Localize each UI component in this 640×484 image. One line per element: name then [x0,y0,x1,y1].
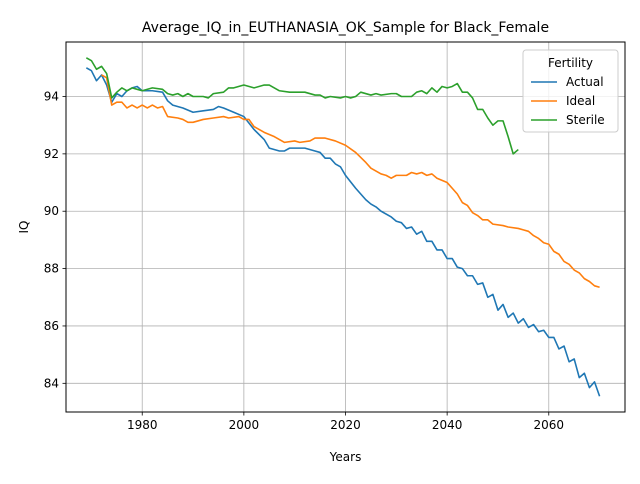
y-tick-label: 84 [44,376,59,390]
x-tick-label: 2040 [432,418,463,432]
series-line-ideal [101,74,600,289]
series-line-sterile [85,57,519,155]
y-axis-label: IQ [17,221,31,234]
legend-label-ideal: Ideal [566,94,595,108]
legend-title: Fertility [548,56,593,70]
legend-label-sterile: Sterile [566,113,605,127]
legend: Fertility Actual Ideal Sterile [522,49,619,133]
series-line-actual [85,67,601,397]
x-tick-label: 1980 [127,418,158,432]
y-tick-label: 86 [44,319,59,333]
x-tick-label: 2020 [330,418,361,432]
legend-label-actual: Actual [566,75,604,89]
chart-title: Average_IQ_in_EUTHANASIA_OK_Sample for B… [142,20,549,36]
series-lines [85,57,601,397]
y-tick-label: 90 [44,204,59,218]
legend-box [522,49,619,133]
y-tick-label: 94 [44,89,59,103]
y-tick-label: 92 [44,147,59,161]
axis-ticks: 1980 2000 2020 2040 2060 84 86 88 90 92 94 [44,89,564,432]
x-axis-label: Years [329,450,362,464]
x-tick-label: 2000 [229,418,260,432]
y-tick-label: 88 [44,262,59,276]
x-tick-label: 2060 [533,418,564,432]
